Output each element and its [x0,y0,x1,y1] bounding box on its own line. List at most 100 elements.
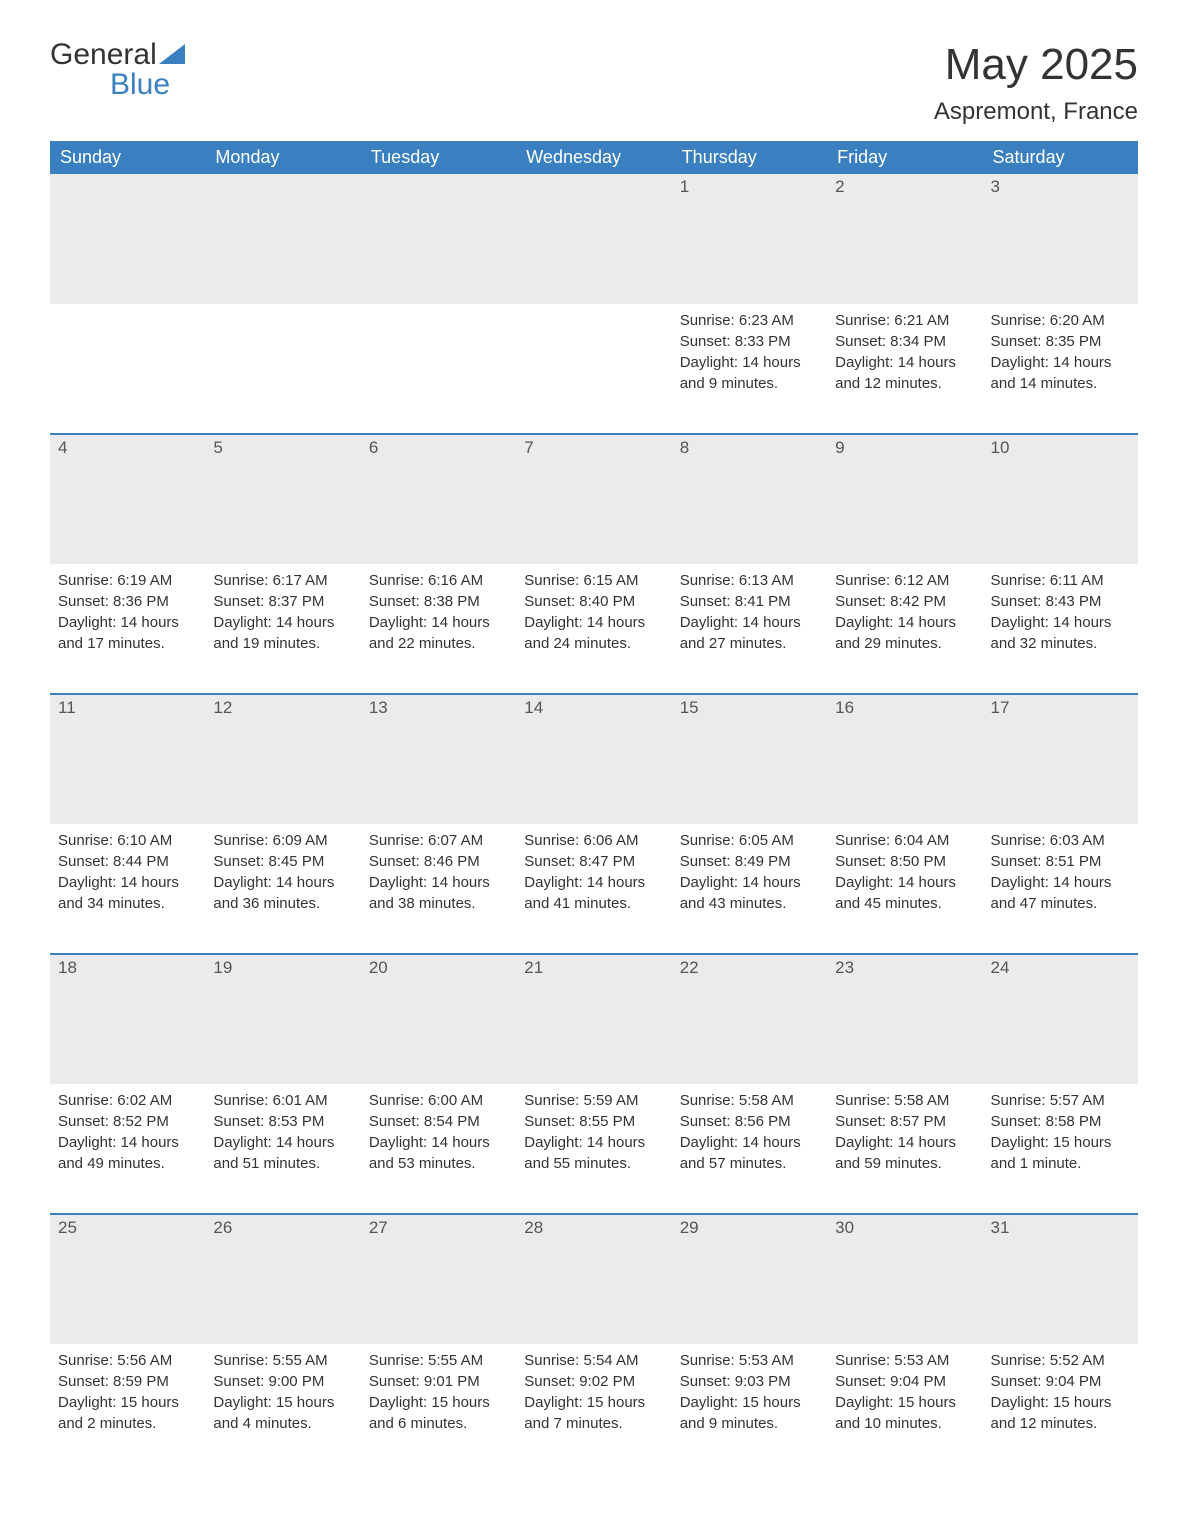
day-header: Friday [827,141,982,174]
day-details: Sunrise: 6:10 AMSunset: 8:44 PMDaylight:… [50,824,205,924]
day-details: Sunrise: 5:58 AMSunset: 8:56 PMDaylight:… [672,1084,827,1184]
calendar-cell: Sunrise: 6:21 AMSunset: 8:34 PMDaylight:… [827,304,982,434]
day-number: 20 [361,955,516,981]
calendar-cell: Sunrise: 5:53 AMSunset: 9:04 PMDaylight:… [827,1344,982,1474]
sunrise-line: Sunrise: 5:54 AM [524,1350,663,1371]
day-details: Sunrise: 5:56 AMSunset: 8:59 PMDaylight:… [50,1344,205,1444]
sunrise-line: Sunrise: 6:13 AM [680,570,819,591]
sunset-line: Sunset: 9:03 PM [680,1371,819,1392]
sunrise-line: Sunrise: 6:10 AM [58,830,197,851]
calendar-cell: Sunrise: 6:03 AMSunset: 8:51 PMDaylight:… [983,824,1138,954]
sunset-line: Sunset: 9:02 PM [524,1371,663,1392]
day-number: 21 [516,955,671,981]
sunset-line: Sunset: 8:35 PM [991,331,1130,352]
daylight-line: Daylight: 14 hours and 34 minutes. [58,872,197,914]
daylight-line: Daylight: 14 hours and 51 minutes. [213,1132,352,1174]
location-label: Aspremont, France [934,98,1138,126]
day-header: Tuesday [361,141,516,174]
sunrise-line: Sunrise: 6:03 AM [991,830,1130,851]
day-number: 8 [672,435,827,461]
sunrise-line: Sunrise: 6:21 AM [835,310,974,331]
sunset-line: Sunset: 8:55 PM [524,1111,663,1132]
sunrise-line: Sunrise: 5:52 AM [991,1350,1130,1371]
week-body-row: Sunrise: 6:02 AMSunset: 8:52 PMDaylight:… [50,1084,1138,1214]
calendar-cell: Sunrise: 6:20 AMSunset: 8:35 PMDaylight:… [983,304,1138,434]
day-header: Saturday [983,141,1138,174]
daylight-line: Daylight: 14 hours and 14 minutes. [991,352,1130,394]
sunset-line: Sunset: 8:58 PM [991,1111,1130,1132]
day-number: 6 [361,435,516,461]
day-number: 1 [672,174,827,200]
sunset-line: Sunset: 8:47 PM [524,851,663,872]
day-header-row: Sunday Monday Tuesday Wednesday Thursday… [50,141,1138,174]
day-number: 16 [827,695,982,721]
daylight-line: Daylight: 14 hours and 43 minutes. [680,872,819,914]
daylight-line: Daylight: 14 hours and 59 minutes. [835,1132,974,1174]
calendar-cell: Sunrise: 6:01 AMSunset: 8:53 PMDaylight:… [205,1084,360,1214]
sunset-line: Sunset: 9:04 PM [835,1371,974,1392]
sunset-line: Sunset: 9:00 PM [213,1371,352,1392]
sunrise-line: Sunrise: 5:55 AM [213,1350,352,1371]
day-header: Monday [205,141,360,174]
calendar-cell: Sunrise: 5:58 AMSunset: 8:56 PMDaylight:… [672,1084,827,1214]
day-number: 4 [50,435,205,461]
day-details: Sunrise: 6:12 AMSunset: 8:42 PMDaylight:… [827,564,982,664]
day-details: Sunrise: 6:09 AMSunset: 8:45 PMDaylight:… [205,824,360,924]
daylight-line: Daylight: 15 hours and 4 minutes. [213,1392,352,1434]
calendar-cell: Sunrise: 6:00 AMSunset: 8:54 PMDaylight:… [361,1084,516,1214]
daylight-line: Daylight: 14 hours and 41 minutes. [524,872,663,914]
calendar-cell: Sunrise: 6:13 AMSunset: 8:41 PMDaylight:… [672,564,827,694]
daylight-line: Daylight: 14 hours and 27 minutes. [680,612,819,654]
calendar-cell: Sunrise: 5:59 AMSunset: 8:55 PMDaylight:… [516,1084,671,1214]
day-details: Sunrise: 6:04 AMSunset: 8:50 PMDaylight:… [827,824,982,924]
sunset-line: Sunset: 8:37 PM [213,591,352,612]
daylight-line: Daylight: 14 hours and 55 minutes. [524,1132,663,1174]
sunset-line: Sunset: 8:52 PM [58,1111,197,1132]
day-number: 15 [672,695,827,721]
day-details: Sunrise: 6:00 AMSunset: 8:54 PMDaylight:… [361,1084,516,1184]
sunrise-line: Sunrise: 5:58 AM [680,1090,819,1111]
calendar-cell: Sunrise: 5:57 AMSunset: 8:58 PMDaylight:… [983,1084,1138,1214]
day-details: Sunrise: 6:03 AMSunset: 8:51 PMDaylight:… [983,824,1138,924]
sunset-line: Sunset: 8:46 PM [369,851,508,872]
day-details: Sunrise: 6:07 AMSunset: 8:46 PMDaylight:… [361,824,516,924]
week-body-row: Sunrise: 6:23 AMSunset: 8:33 PMDaylight:… [50,304,1138,434]
daylight-line: Daylight: 15 hours and 2 minutes. [58,1392,197,1434]
sunrise-line: Sunrise: 5:59 AM [524,1090,663,1111]
day-number: 22 [672,955,827,981]
sunset-line: Sunset: 8:56 PM [680,1111,819,1132]
sunrise-line: Sunrise: 6:16 AM [369,570,508,591]
calendar-cell: Sunrise: 6:10 AMSunset: 8:44 PMDaylight:… [50,824,205,954]
day-details: Sunrise: 6:23 AMSunset: 8:33 PMDaylight:… [672,304,827,404]
day-number: 19 [205,955,360,981]
sunrise-line: Sunrise: 5:55 AM [369,1350,508,1371]
day-number: 29 [672,1215,827,1241]
calendar-cell: Sunrise: 6:23 AMSunset: 8:33 PMDaylight:… [672,304,827,434]
sunrise-line: Sunrise: 6:11 AM [991,570,1130,591]
daylight-line: Daylight: 14 hours and 19 minutes. [213,612,352,654]
week-number-row: 11121314151617 [50,694,1138,824]
daylight-line: Daylight: 14 hours and 22 minutes. [369,612,508,654]
daylight-line: Daylight: 14 hours and 24 minutes. [524,612,663,654]
sunrise-line: Sunrise: 6:17 AM [213,570,352,591]
daylight-line: Daylight: 14 hours and 57 minutes. [680,1132,819,1174]
sunset-line: Sunset: 8:41 PM [680,591,819,612]
sunset-line: Sunset: 9:04 PM [991,1371,1130,1392]
day-header: Sunday [50,141,205,174]
sunrise-line: Sunrise: 6:07 AM [369,830,508,851]
week-number-row: 123 [50,174,1138,304]
day-details: Sunrise: 5:57 AMSunset: 8:58 PMDaylight:… [983,1084,1138,1184]
calendar-cell: Sunrise: 6:17 AMSunset: 8:37 PMDaylight:… [205,564,360,694]
day-number: 27 [361,1215,516,1241]
day-details: Sunrise: 5:55 AMSunset: 9:00 PMDaylight:… [205,1344,360,1444]
daylight-line: Daylight: 14 hours and 45 minutes. [835,872,974,914]
day-details: Sunrise: 6:16 AMSunset: 8:38 PMDaylight:… [361,564,516,664]
calendar-cell: Sunrise: 6:02 AMSunset: 8:52 PMDaylight:… [50,1084,205,1214]
day-details: Sunrise: 6:11 AMSunset: 8:43 PMDaylight:… [983,564,1138,664]
daylight-line: Daylight: 15 hours and 12 minutes. [991,1392,1130,1434]
day-number: 9 [827,435,982,461]
day-number: 2 [827,174,982,200]
day-number: 14 [516,695,671,721]
sunset-line: Sunset: 8:34 PM [835,331,974,352]
sunrise-line: Sunrise: 5:58 AM [835,1090,974,1111]
